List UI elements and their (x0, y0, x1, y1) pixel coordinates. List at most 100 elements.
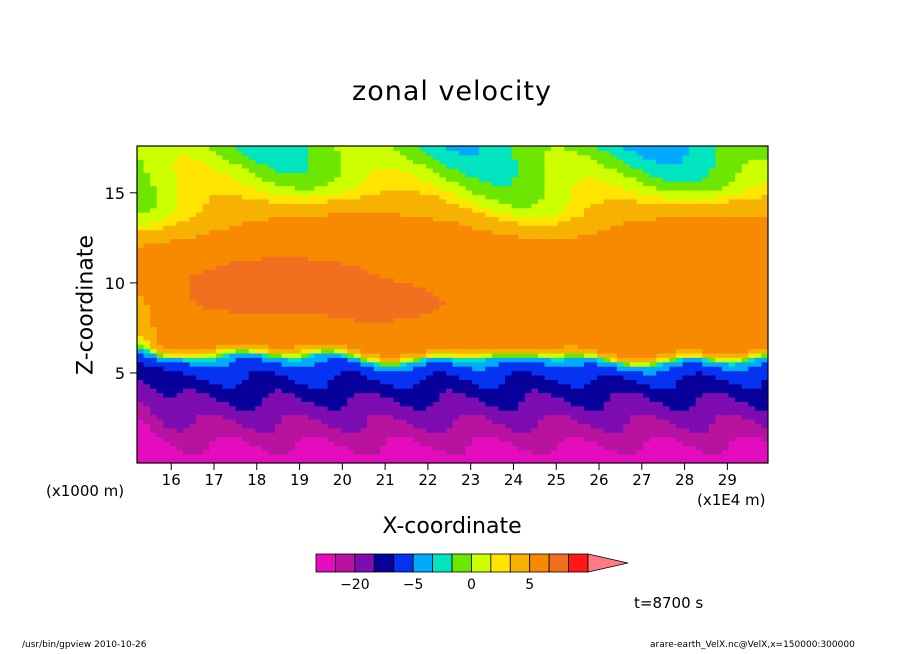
field-cell (255, 313, 263, 319)
field-cell (294, 366, 302, 372)
field-cell (268, 344, 276, 350)
field-cell (518, 436, 526, 442)
field-cell (334, 313, 342, 319)
field-cell (399, 190, 408, 196)
field-cell (537, 308, 546, 314)
field-cell (163, 269, 171, 275)
field-cell (491, 295, 500, 301)
field-cell (248, 410, 256, 416)
field-cell (564, 264, 572, 270)
field-cell (413, 207, 421, 213)
field-cell (156, 405, 164, 411)
field-cell (314, 440, 322, 446)
field-cell (465, 247, 473, 253)
field-cell (242, 163, 250, 169)
field-cell (439, 335, 447, 341)
field-cell (163, 392, 171, 398)
field-cell (380, 418, 388, 424)
field-cell (229, 335, 237, 341)
field-cell (373, 440, 381, 446)
field-cell (373, 247, 381, 253)
field-cell (557, 317, 565, 323)
field-cell (577, 410, 585, 416)
field-cell (452, 256, 460, 262)
field-cell (459, 295, 467, 301)
field-cell (524, 388, 532, 394)
field-cell (235, 264, 243, 270)
field-cell (347, 410, 355, 416)
field-cell (472, 234, 480, 240)
field-cell (196, 436, 204, 442)
field-cell (472, 317, 480, 323)
field-cell (465, 322, 473, 328)
field-cell (498, 216, 506, 222)
field-cell (465, 458, 473, 463)
field-cell (373, 251, 381, 257)
field-cell (544, 198, 552, 204)
field-cell (196, 154, 204, 160)
field-cell (202, 313, 210, 319)
field-cell (137, 194, 145, 200)
field-cell (156, 295, 164, 301)
field-cell (340, 291, 348, 297)
field-cell (531, 405, 539, 411)
field-cell (557, 410, 565, 416)
field-cell (577, 357, 585, 363)
field-cell (294, 220, 302, 226)
field-cell (393, 154, 401, 160)
field-cell (386, 242, 394, 248)
field-cell (321, 264, 329, 270)
field-cell (577, 304, 585, 310)
field-cell (229, 295, 237, 301)
field-cell (222, 436, 230, 442)
field-cell (202, 458, 210, 463)
field-cell (235, 212, 243, 218)
field-cell (334, 418, 342, 424)
field-cell (478, 396, 486, 402)
field-cell (373, 146, 381, 151)
field-cell (439, 181, 447, 187)
field-cell (321, 220, 329, 226)
field-cell (367, 379, 375, 385)
field-cell (156, 366, 164, 372)
field-cell (314, 269, 322, 275)
field-cell (334, 304, 342, 310)
field-cell (439, 278, 447, 284)
field-cell (452, 449, 460, 455)
field-cell (143, 198, 151, 204)
field-cell (373, 410, 381, 416)
field-cell (491, 436, 500, 442)
field-cell (353, 396, 362, 402)
field-cell (202, 352, 210, 358)
field-cell (367, 238, 375, 244)
field-cell (537, 269, 546, 275)
field-cell (491, 291, 500, 297)
field-cell (202, 418, 210, 424)
field-cell (156, 436, 164, 442)
field-cell (327, 172, 335, 178)
field-cell (367, 458, 375, 463)
field-cell (294, 278, 302, 284)
field-cell (505, 295, 513, 301)
field-cell (137, 401, 145, 407)
field-cell (242, 216, 250, 222)
field-cell (242, 401, 250, 407)
field-cell (386, 304, 394, 310)
field-cell (452, 388, 460, 394)
field-cell (577, 454, 585, 460)
field-cell (557, 427, 565, 433)
field-cell (531, 154, 539, 160)
field-cell (564, 286, 572, 292)
field-cell (169, 247, 178, 253)
field-cell (327, 388, 335, 394)
field-cell (518, 432, 526, 438)
field-cell (334, 150, 342, 156)
field-cell (459, 454, 467, 460)
field-cell (288, 163, 296, 169)
field-cell (156, 291, 164, 297)
field-cell (583, 163, 592, 169)
field-cell (465, 344, 473, 350)
field-cell (439, 344, 447, 350)
field-cell (334, 366, 342, 372)
field-cell (275, 251, 283, 257)
